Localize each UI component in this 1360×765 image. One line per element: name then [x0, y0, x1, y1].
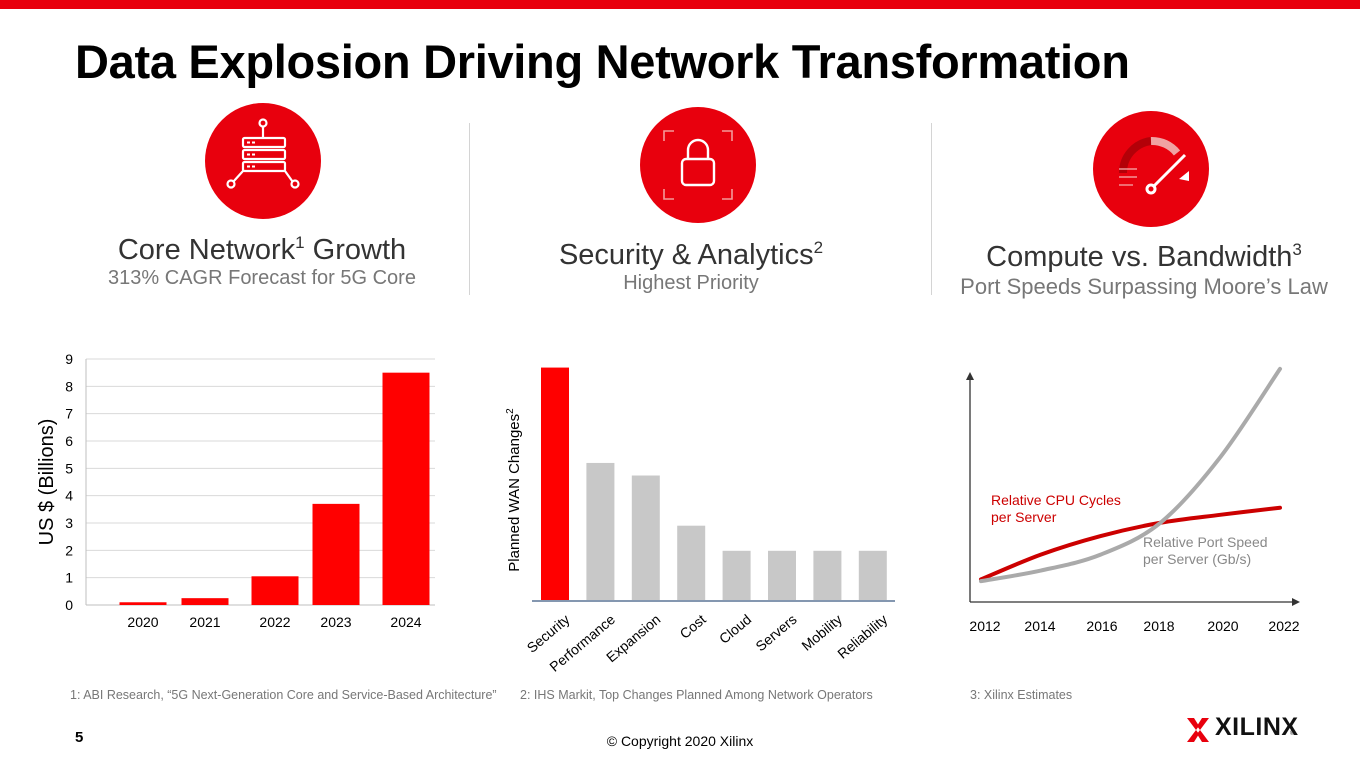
x-tick-label: 2024 — [390, 614, 421, 630]
y-axis-label: US $ (Billions) — [36, 419, 58, 546]
x-tick-label: 2014 — [1024, 618, 1055, 634]
y-tick-label: 1 — [65, 570, 73, 586]
section-heading: Core Network1 Growth — [117, 233, 407, 266]
lock-icon — [640, 107, 756, 223]
series-label: Relative Port Speed — [1143, 534, 1268, 550]
x-tick-label: 2020 — [1207, 618, 1238, 634]
series-label: per Server (Gb/s) — [1143, 551, 1251, 567]
x-tick-label: 2020 — [127, 614, 158, 630]
bar — [181, 598, 229, 605]
section-compute-bandwidth: Compute vs. Bandwidth3 Port Speeds Surpa… — [934, 240, 1354, 300]
series-label: Relative CPU Cycles — [991, 492, 1121, 508]
page-number: 5 — [75, 729, 84, 746]
xilinx-logo-trademark: ® — [1290, 731, 1295, 737]
y-tick-label: 3 — [65, 515, 73, 531]
footnote-1: 1: ABI Research, “5G Next-Generation Cor… — [70, 688, 497, 702]
bar — [768, 550, 796, 601]
x-tick-label: 2012 — [969, 618, 1000, 634]
y-tick-label: 7 — [65, 406, 73, 422]
section-security-analytics: Security & Analytics2 Highest Priority — [491, 238, 891, 295]
y-tick-label: 9 — [65, 351, 73, 367]
section-subheading: Highest Priority — [623, 272, 759, 294]
x-tick-label: Reliability — [834, 611, 890, 662]
y-tick-label: 6 — [65, 433, 73, 449]
y-tick-label: 0 — [65, 597, 73, 613]
y-tick-label: 8 — [65, 378, 73, 394]
bar — [382, 372, 430, 605]
speedometer-icon — [1093, 111, 1209, 227]
cpu-cycles-line — [979, 505, 1282, 582]
bar — [312, 503, 360, 605]
y-axis-label: Planned WAN Changes2 — [505, 408, 523, 572]
y-axis-arrow — [966, 372, 974, 380]
x-tick-label: 2016 — [1086, 618, 1117, 634]
x-tick-label: 2022 — [1268, 618, 1299, 634]
bar — [813, 550, 842, 601]
slide-title: Data Explosion Driving Network Transform… — [75, 35, 1130, 88]
x-tick-label: Cloud — [716, 611, 754, 647]
bar — [631, 475, 660, 601]
section-heading: Security & Analytics2 — [558, 238, 824, 271]
x-tick-label: Cost — [676, 611, 708, 642]
xilinx-logo-icon — [1187, 718, 1209, 742]
section-heading: Compute vs. Bandwidth3 — [986, 240, 1302, 273]
x-axis-arrow — [1292, 598, 1300, 606]
bar — [858, 550, 887, 601]
y-tick-label: 5 — [65, 460, 73, 476]
server-network-icon — [205, 103, 321, 219]
port-speed-line — [979, 366, 1282, 584]
footnote-2: 2: IHS Markit, Top Changes Planned Among… — [520, 688, 873, 702]
top-accent-bar — [0, 0, 1360, 9]
bar — [722, 550, 751, 601]
bar — [541, 367, 569, 601]
section-divider-2 — [931, 123, 932, 295]
x-tick-label: 2022 — [259, 614, 290, 630]
section-core-network: Core Network1 Growth 313% CAGR Forecast … — [62, 233, 462, 290]
xilinx-logo-text: XILINX — [1215, 713, 1299, 741]
x-tick-label: 2018 — [1143, 618, 1174, 634]
x-tick-label: Servers — [752, 611, 799, 654]
x-tick-label: 2023 — [320, 614, 351, 630]
x-tick-label: 2021 — [189, 614, 220, 630]
section-subheading: 313% CAGR Forecast for 5G Core — [108, 267, 416, 289]
copyright-text: © Copyright 2020 Xilinx — [606, 733, 754, 749]
bar — [586, 462, 615, 601]
series-label: per Server — [991, 509, 1057, 525]
bar — [251, 576, 299, 605]
compute-bandwidth-line-chart: 2012 2014 2016 2018 2020 2022 Relative CPU Cyc… — [966, 366, 1300, 634]
y-tick-label: 2 — [65, 542, 73, 558]
core-network-bar-chart: 0 1 2 3 4 5 6 7 8 9 2020 2021 2022 2023 2024 US $ (Bill… — [36, 351, 435, 630]
footnote-3: 3: Xilinx Estimates — [970, 688, 1073, 702]
section-divider-1 — [469, 123, 470, 295]
section-subheading: Port Speeds Surpassing Moore’s Law — [960, 274, 1328, 299]
bar — [677, 525, 706, 601]
bar — [119, 602, 167, 605]
y-tick-label: 4 — [65, 488, 73, 504]
